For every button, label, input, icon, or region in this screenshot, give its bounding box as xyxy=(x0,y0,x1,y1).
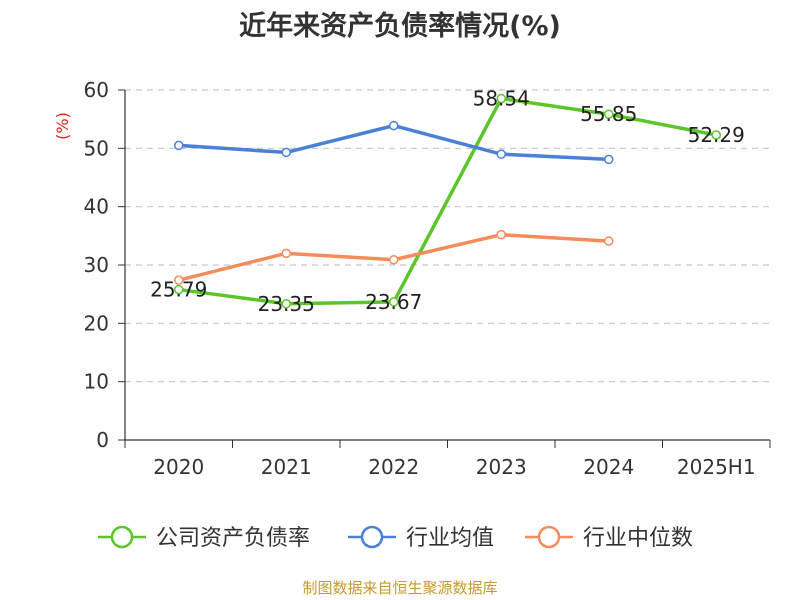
legend-marker xyxy=(110,525,134,549)
y-tick-label: 40 xyxy=(84,195,109,219)
data-point xyxy=(174,284,184,295)
y-tick-label: 10 xyxy=(84,370,109,394)
data-point xyxy=(174,275,184,285)
series-line-2 xyxy=(177,123,611,162)
data-point xyxy=(389,255,399,265)
x-tick-label: 2024 xyxy=(583,455,634,479)
x-tick-label: 2021 xyxy=(261,455,312,479)
series-layer xyxy=(174,93,721,309)
data-point xyxy=(281,248,291,259)
x-tick-label: 2020 xyxy=(153,455,204,479)
data-point xyxy=(711,130,721,140)
data-point xyxy=(174,140,184,151)
data-point xyxy=(389,297,399,307)
data-label: 55.85 xyxy=(580,102,637,126)
x-tick-label: 2025H1 xyxy=(677,455,756,479)
data-point xyxy=(604,236,614,246)
data-label: 58.54 xyxy=(473,87,530,111)
legend-marker xyxy=(537,525,561,549)
legend-label: 行业均值 xyxy=(406,526,494,551)
y-tick-label: 50 xyxy=(84,136,109,160)
data-label: 52.29 xyxy=(688,123,745,147)
y-axis-label: (%) xyxy=(53,112,72,140)
data-label: 25.79 xyxy=(150,278,207,302)
y-tick-label: 60 xyxy=(84,78,109,102)
data-labels: 25.79 23.35 23.67 58.54 55.85 52.29 xyxy=(150,87,745,316)
data-point xyxy=(496,229,506,240)
data-point xyxy=(496,149,506,159)
legend-marker xyxy=(360,525,384,549)
y-tick-label: 0 xyxy=(96,428,109,452)
data-point xyxy=(604,154,614,165)
y-tick-label: 20 xyxy=(84,311,109,335)
legend-label: 行业中位数 xyxy=(583,526,693,551)
data-label: 23.67 xyxy=(365,290,422,314)
source-note: 制图数据来自恒生聚源数据库 xyxy=(302,579,498,597)
data-point xyxy=(389,120,399,131)
grid-lines xyxy=(125,89,770,383)
data-point xyxy=(281,299,291,309)
data-point xyxy=(496,93,506,104)
axes: 0 10 20 30 40 50 60 2020 2021 2022 2023 2024 2025H1 xyxy=(84,78,771,479)
series-line-1 xyxy=(177,96,718,306)
legend: 公司资产负债率 行业均值 行业中位数 xyxy=(98,525,693,551)
x-tick-label: 2023 xyxy=(476,455,527,479)
data-label: 23.35 xyxy=(258,292,315,316)
x-tick-label: 2022 xyxy=(368,455,419,479)
data-point xyxy=(604,109,614,119)
y-tick-label: 30 xyxy=(84,253,109,277)
legend-label: 公司资产负债率 xyxy=(156,526,310,551)
data-point xyxy=(281,147,291,158)
chart-title: 近年来资产负债率情况(%) xyxy=(239,11,561,42)
